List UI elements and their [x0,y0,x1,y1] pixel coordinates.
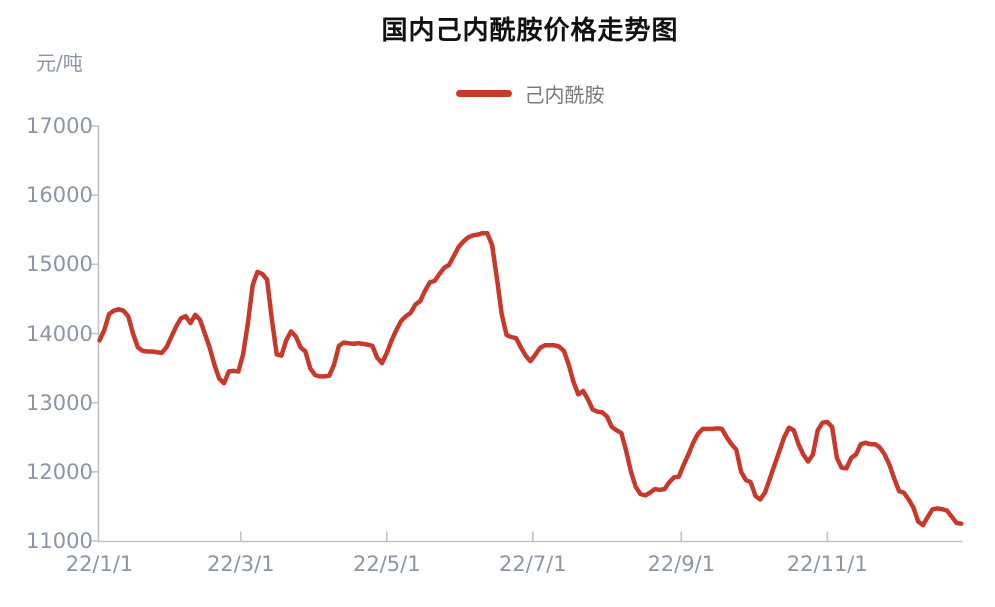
y-tick-label: 12000 [26,459,93,484]
y-tick-label: 16000 [26,183,93,208]
x-tick-label: 22/11/1 [786,552,868,576]
x-tick-label: 22/1/1 [65,552,134,576]
x-tick-label: 22/9/1 [647,552,716,576]
y-tick-label: 14000 [26,321,93,346]
x-tick-label: 22/3/1 [206,552,275,576]
y-axis-unit-label: 元/吨 [36,51,83,75]
chart-title: 国内己内酰胺价格走势图 [381,16,679,46]
legend: 己内酰胺 [98,80,962,107]
x-tick-label: 22/7/1 [499,552,567,576]
y-tick-label: 15000 [26,252,93,277]
legend-line-marker-icon [455,89,512,97]
y-tick-label: 17000 [26,114,93,138]
legend-label: 己内酰胺 [524,82,605,107]
y-tick-label: 11000 [26,529,93,553]
y-tick-label: 13000 [26,390,93,415]
x-tick-label: 22/5/1 [352,552,421,576]
